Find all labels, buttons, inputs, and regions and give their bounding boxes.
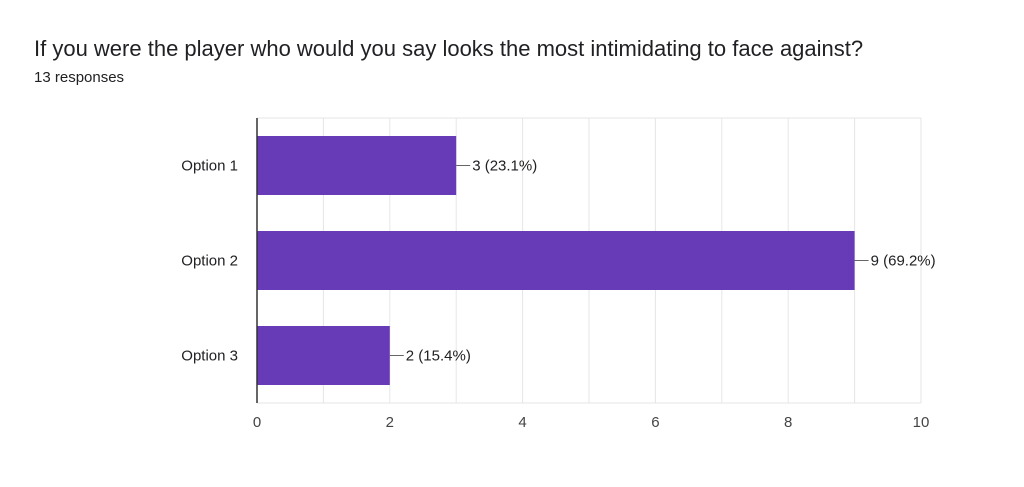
bar-1 bbox=[257, 136, 457, 195]
category-label: Option 3 bbox=[181, 348, 238, 365]
category-label: Option 1 bbox=[181, 158, 238, 175]
x-tick-label: 4 bbox=[518, 414, 526, 431]
x-tick-label: 2 bbox=[386, 414, 394, 431]
bar-2 bbox=[257, 231, 855, 290]
bar-3 bbox=[257, 326, 390, 385]
question-title: If you were the player who would you say… bbox=[34, 36, 864, 61]
data-label: 2 (15.4%) bbox=[406, 348, 471, 365]
data-label: 9 (69.2%) bbox=[871, 253, 936, 270]
x-tick-label: 10 bbox=[913, 414, 930, 431]
response-count: 13 responses bbox=[34, 69, 125, 86]
category-label: Option 2 bbox=[181, 253, 238, 270]
x-tick-label: 0 bbox=[253, 414, 261, 431]
x-tick-label: 8 bbox=[784, 414, 792, 431]
x-tick-label: 6 bbox=[651, 414, 659, 431]
data-label: 3 (23.1%) bbox=[472, 158, 537, 175]
